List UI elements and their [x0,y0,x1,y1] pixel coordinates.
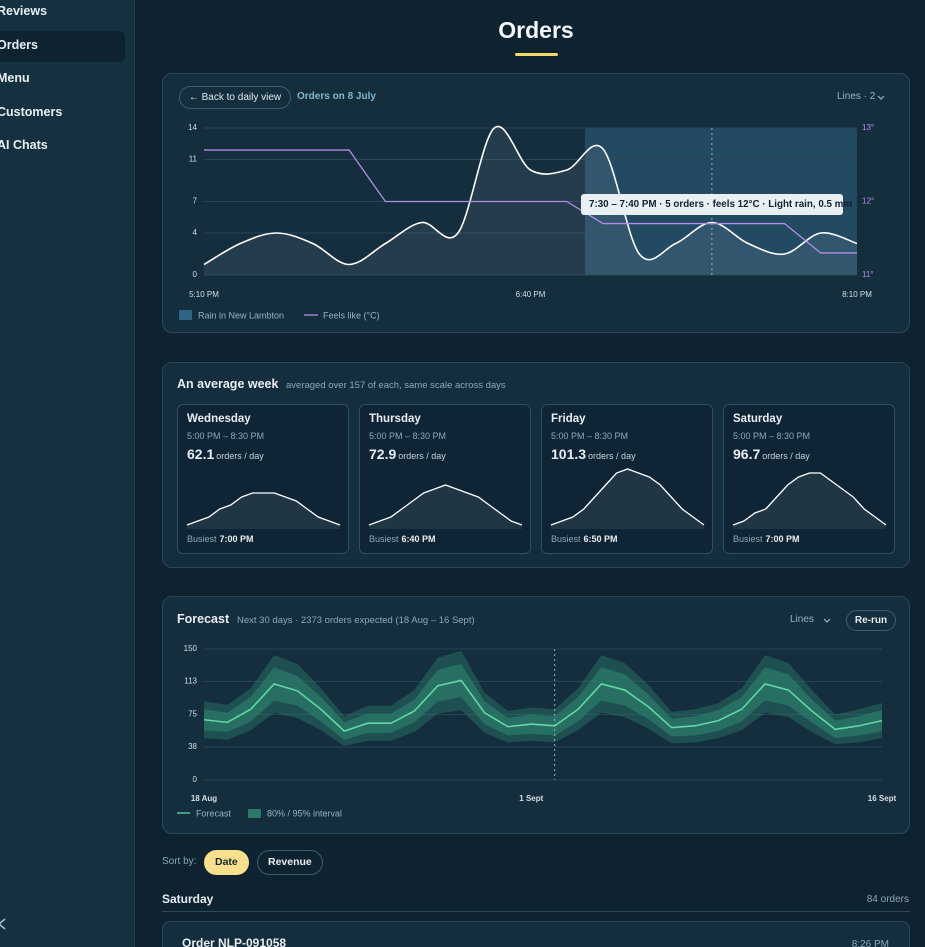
order-time: 8:26 PM [851,939,889,947]
tooltip: 7:30 – 7:40 PM · 5 orders · feels 12°C ·… [581,194,852,215]
order-id: Order NLP-091058 [182,936,287,947]
nav-item[interactable]: AI Chats [0,138,48,153]
busiest-time: 6:50 PM [583,534,618,544]
day-name: Wednesday [187,413,251,425]
day-average-row: 101.3 orders / day [551,446,636,462]
order-card[interactable] [162,921,910,947]
page-title: Orders [498,17,574,43]
busiest-time: 6:40 PM [401,534,436,544]
sort-option[interactable]: Revenue [257,850,323,875]
day-card [723,404,895,554]
day-hours: 5:00 PM – 8:30 PM [551,431,629,441]
busiest-label: Busiest [733,534,763,544]
chevron [823,618,831,623]
busiest-label: Busiest [551,534,581,544]
busiest-label: Busiest [369,534,399,544]
day-average-row: 62.1 orders / day [187,446,264,462]
chevron [877,95,885,100]
busiest-time: 7:00 PM [765,534,800,544]
group-rule [162,911,910,912]
busiest-row: Busiest 6:40 PM [369,534,436,544]
day-unit: orders / day [216,451,264,461]
day-subtitle: Orders on 8 July [297,91,376,102]
busiest-label: Busiest [187,534,217,544]
title-underline [515,53,558,56]
day-name: Saturday [733,413,783,425]
nav-item[interactable]: Customers [0,104,63,119]
day-name: Friday [551,413,586,425]
day-unit: orders / day [762,451,810,461]
day-hours: 5:00 PM – 8:30 PM [733,431,811,441]
week-title: An average week [177,377,279,391]
lines-menu[interactable]: Lines [790,614,814,625]
week-subtitle: averaged over 157 of each, same scale ac… [286,380,506,391]
nav-item[interactable]: Menu [0,71,30,86]
sort-label: Sort by: [162,856,197,867]
sort-option[interactable]: Date [204,850,249,875]
day-unit: orders / day [398,451,446,461]
day-average: 62.1 [187,446,215,462]
day-hours: 5:00 PM – 8:30 PM [187,431,265,441]
selected-highlight [0,30,125,62]
day-average: 72.9 [369,446,397,462]
group-name: Saturday [162,892,214,906]
busiest-row: Busiest 7:00 PM [733,534,800,544]
sidebar: Reviews Orders Menu Customers AI Chats [0,0,135,947]
rerun-button[interactable]: Re-run [846,610,896,631]
day-average-row: 72.9 orders / day [369,446,446,462]
busiest-row: Busiest 7:00 PM [187,534,254,544]
forecast-subtitle: Next 30 days · 2373 orders expected (18 … [237,615,475,626]
day-card [177,404,349,554]
collapse-icon[interactable] [0,917,8,931]
day-unit: orders / day [588,451,636,461]
day-average-row: 96.7 orders / day [733,446,810,462]
nav-item[interactable]: Orders [0,37,38,52]
busiest-time: 7:00 PM [219,534,254,544]
forecast-card [162,596,910,834]
nav-item[interactable]: Reviews [0,4,48,18]
day-average: 101.3 [551,446,587,462]
day-card [541,404,713,554]
back-button[interactable]: ← Back to daily view [179,86,291,109]
day-card [359,404,531,554]
day-hours: 5:00 PM – 8:30 PM [369,431,447,441]
day-name: Thursday [369,413,421,425]
lines-menu[interactable]: Lines · 2 [837,91,876,102]
busiest-row: Busiest 6:50 PM [551,534,618,544]
forecast-title: Forecast [177,612,230,626]
day-average: 96.7 [733,446,761,462]
group-count: 84 orders [866,894,909,905]
